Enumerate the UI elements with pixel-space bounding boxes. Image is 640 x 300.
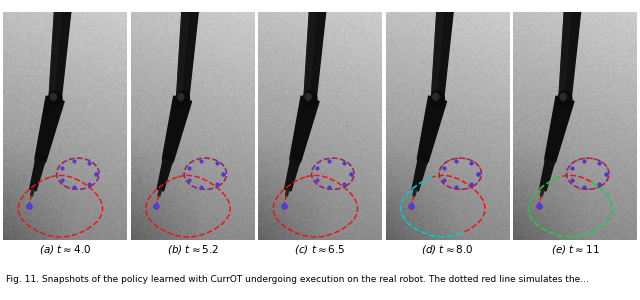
Circle shape: [418, 155, 428, 166]
Text: Fig. 11. Snapshots of the policy learned with CurrOT undergoing execution on the: Fig. 11. Snapshots of the policy learned…: [6, 274, 589, 284]
Circle shape: [163, 155, 173, 166]
Circle shape: [305, 93, 311, 100]
Circle shape: [545, 155, 555, 166]
Polygon shape: [290, 96, 319, 162]
Text: (c) $t \approx 6.5$: (c) $t \approx 6.5$: [294, 243, 346, 256]
Polygon shape: [177, 12, 198, 99]
Text: (a) $t \approx 4.0$: (a) $t \approx 4.0$: [39, 243, 92, 256]
Polygon shape: [285, 159, 300, 191]
Polygon shape: [49, 12, 71, 99]
Polygon shape: [545, 96, 574, 162]
Polygon shape: [559, 12, 571, 99]
Polygon shape: [163, 96, 191, 162]
Polygon shape: [412, 159, 428, 191]
Polygon shape: [304, 12, 316, 99]
Circle shape: [433, 93, 439, 100]
Text: (b) $t \approx 5.2$: (b) $t \approx 5.2$: [167, 243, 218, 256]
Polygon shape: [559, 12, 580, 99]
Polygon shape: [49, 12, 61, 99]
Text: (d) $t \approx 8.0$: (d) $t \approx 8.0$: [421, 243, 474, 256]
Polygon shape: [157, 159, 172, 191]
Polygon shape: [35, 96, 64, 162]
Circle shape: [176, 91, 189, 106]
Polygon shape: [431, 12, 453, 99]
Polygon shape: [431, 12, 444, 99]
Polygon shape: [29, 159, 45, 191]
Polygon shape: [417, 96, 447, 162]
Polygon shape: [540, 159, 555, 191]
Polygon shape: [304, 12, 326, 99]
Circle shape: [558, 91, 572, 106]
Circle shape: [50, 93, 56, 100]
Circle shape: [178, 93, 184, 100]
Circle shape: [303, 91, 317, 106]
Circle shape: [291, 155, 300, 166]
Circle shape: [35, 155, 45, 166]
Text: (e) $t \approx 11$: (e) $t \approx 11$: [550, 243, 599, 256]
Circle shape: [431, 91, 444, 106]
Circle shape: [49, 91, 62, 106]
Circle shape: [560, 93, 566, 100]
Polygon shape: [177, 12, 189, 99]
